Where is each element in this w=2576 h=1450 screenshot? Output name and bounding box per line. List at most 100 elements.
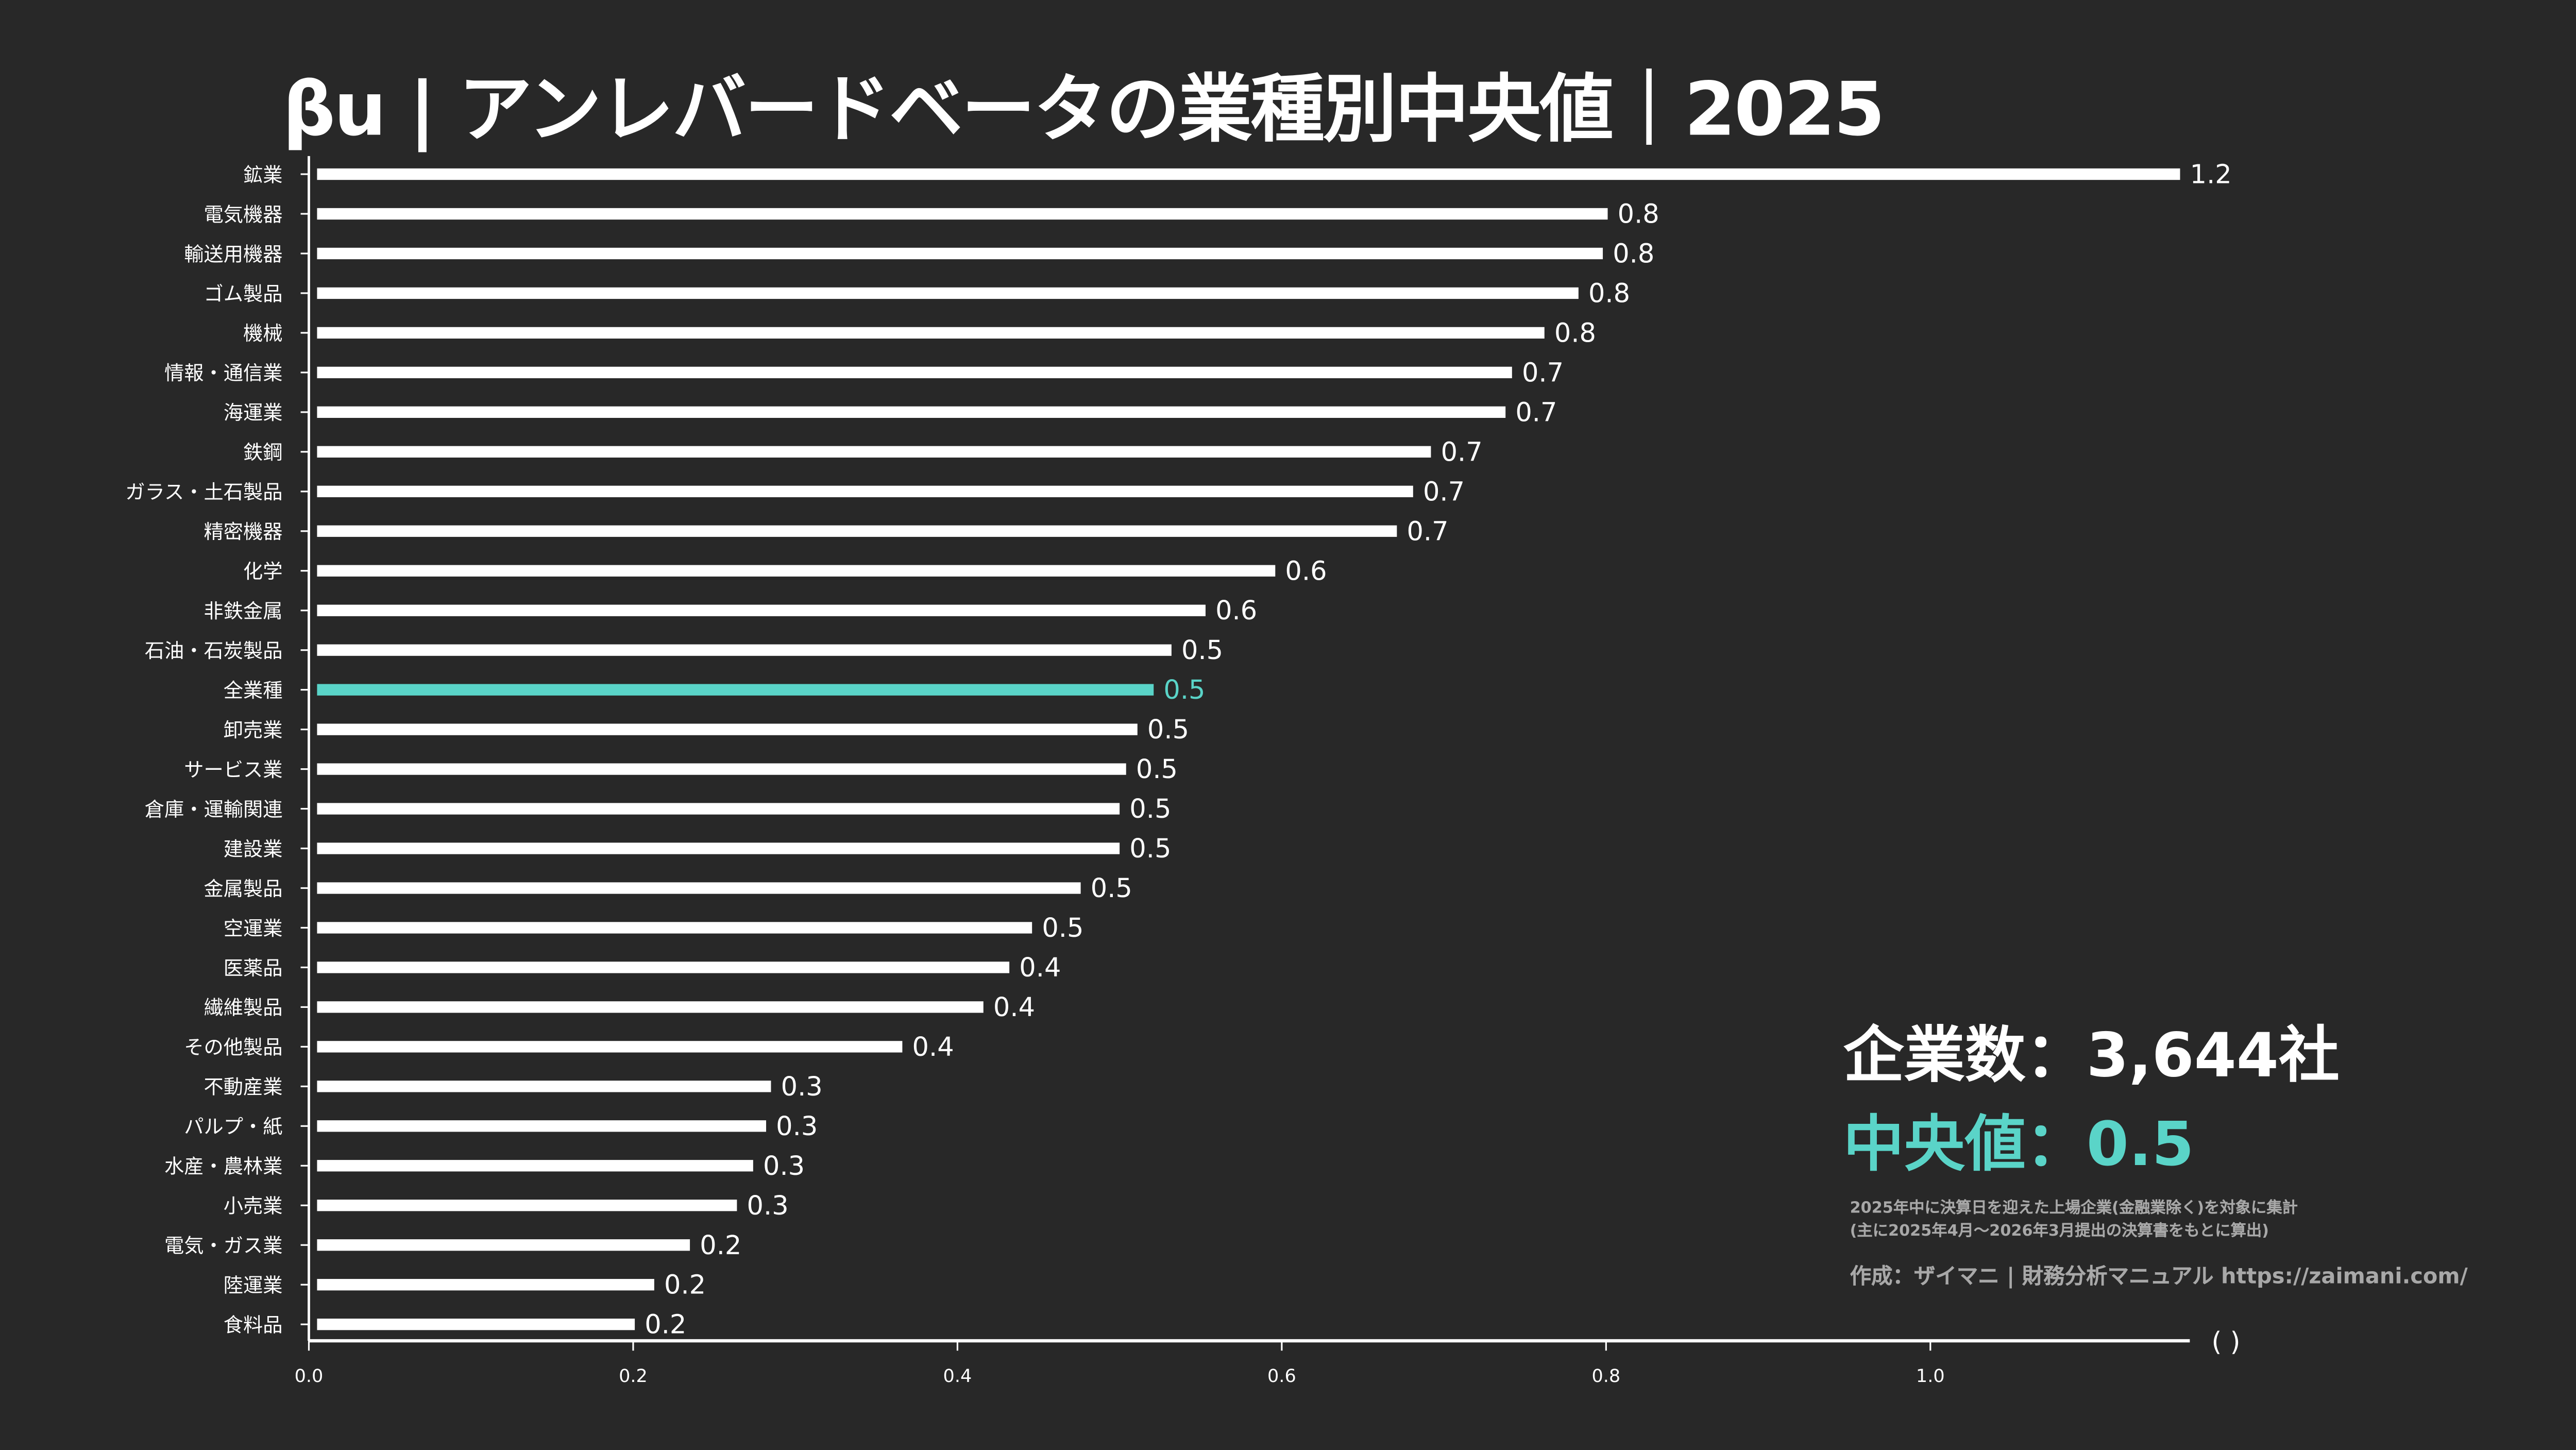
bar xyxy=(317,485,1413,497)
category-label: その他製品 xyxy=(184,1036,282,1059)
category-label: 水産・農林業 xyxy=(164,1155,283,1178)
value-label: 0.7 xyxy=(1441,437,1483,467)
chart-title: βu | アンレバードベータの業種別中央値｜2025 xyxy=(282,65,1885,153)
note-line-2: (主に2025年4月〜2026年3月提出の決算書をもとに算出) xyxy=(1850,1222,2269,1241)
value-label: 0.4 xyxy=(993,992,1035,1023)
value-label: 0.3 xyxy=(781,1072,823,1102)
bar xyxy=(317,644,1172,656)
category-label: 空運業 xyxy=(224,917,283,940)
value-label: 0.2 xyxy=(664,1270,706,1301)
category-label: 不動産業 xyxy=(204,1076,282,1099)
category-label: 輸送用機器 xyxy=(184,243,282,266)
x-axis-unit-label: ( ) xyxy=(2212,1327,2241,1357)
value-label: 0.2 xyxy=(645,1310,686,1340)
bar xyxy=(317,406,1506,418)
value-label: 0.5 xyxy=(1091,873,1132,904)
category-label: 鉄鋼 xyxy=(243,441,283,464)
value-label: 0.5 xyxy=(1163,675,1205,705)
category-label: 電気・ガス業 xyxy=(164,1235,283,1258)
category-label: 小売業 xyxy=(224,1195,283,1218)
bar xyxy=(317,1120,767,1132)
category-label: 医薬品 xyxy=(224,957,283,980)
bar xyxy=(317,208,1608,220)
category-label: 電気機器 xyxy=(204,203,282,226)
value-label: 0.5 xyxy=(1129,834,1171,864)
bar xyxy=(317,604,1206,616)
value-label: 0.5 xyxy=(1042,913,1083,943)
bar xyxy=(317,446,1431,458)
bar xyxy=(317,1239,690,1251)
category-label: 情報・通信業 xyxy=(164,362,283,385)
category-label: 機械 xyxy=(243,322,283,345)
category-label: 建設業 xyxy=(224,838,283,861)
bar xyxy=(317,1200,737,1211)
value-label: 0.2 xyxy=(700,1230,741,1261)
value-label: 0.5 xyxy=(1136,754,1178,785)
category-label: ガラス・土石製品 xyxy=(125,481,282,504)
x-tick-label: 0.4 xyxy=(943,1365,972,1387)
x-tick-label: 0.0 xyxy=(295,1365,324,1387)
value-label: 0.6 xyxy=(1285,556,1327,586)
value-label: 0.3 xyxy=(776,1111,818,1142)
x-tick-label: 1.0 xyxy=(1916,1365,1945,1387)
bar xyxy=(317,1081,771,1092)
credit: 作成：ザイマニ | 財務分析マニュアル https://zaimani.com/ xyxy=(1850,1265,2468,1290)
category-label: 化学 xyxy=(243,560,283,583)
value-label: 0.3 xyxy=(747,1191,789,1221)
category-label: サービス業 xyxy=(184,758,282,782)
bar xyxy=(317,922,1032,934)
bar xyxy=(317,882,1081,894)
value-label: 0.8 xyxy=(1588,278,1630,309)
bar xyxy=(317,1041,903,1053)
bar xyxy=(317,525,1397,537)
value-label: 0.5 xyxy=(1129,794,1171,824)
bar xyxy=(317,168,2180,180)
bar xyxy=(317,1279,654,1291)
x-tick-label: 0.8 xyxy=(1591,1365,1620,1387)
bar xyxy=(317,1318,635,1330)
category-label: 精密機器 xyxy=(204,520,282,544)
category-label: 海運業 xyxy=(224,401,283,425)
bar xyxy=(317,842,1120,854)
bar xyxy=(317,366,1512,379)
category-label: ゴム製品 xyxy=(204,282,282,306)
bar xyxy=(317,684,1154,696)
category-label: 石油・石炭製品 xyxy=(145,639,283,663)
median-value: 中央値：0.5 xyxy=(1843,1109,2194,1180)
value-label: 0.4 xyxy=(1019,953,1061,983)
bar xyxy=(317,327,1545,339)
value-label: 0.7 xyxy=(1423,477,1465,507)
bar xyxy=(317,723,1138,735)
value-label: 0.5 xyxy=(1147,715,1189,745)
value-label: 1.2 xyxy=(2190,160,2232,190)
value-label: 0.7 xyxy=(1515,397,1557,428)
value-label: 0.8 xyxy=(1554,318,1596,348)
bar xyxy=(317,962,1010,973)
value-label: 0.6 xyxy=(1215,596,1257,626)
x-tick-label: 0.6 xyxy=(1267,1365,1296,1387)
category-label: 陸運業 xyxy=(224,1274,283,1297)
category-label: 非鉄金属 xyxy=(204,600,282,623)
category-label: 全業種 xyxy=(224,679,283,702)
value-label: 0.5 xyxy=(1181,635,1223,666)
value-label: 0.8 xyxy=(1618,199,1659,230)
value-label: 0.7 xyxy=(1522,358,1564,388)
category-label: パルプ・紙 xyxy=(184,1116,282,1139)
bar xyxy=(317,763,1126,775)
value-label: 0.8 xyxy=(1613,239,1654,269)
bar xyxy=(317,287,1579,299)
value-label: 0.3 xyxy=(763,1151,805,1182)
bar xyxy=(317,1001,984,1013)
bar xyxy=(317,247,1603,260)
bar xyxy=(317,565,1276,577)
category-label: 卸売業 xyxy=(224,719,283,742)
category-label: 繊維製品 xyxy=(204,997,282,1020)
bar xyxy=(317,1160,753,1172)
bar xyxy=(317,803,1120,815)
value-label: 0.4 xyxy=(912,1032,954,1063)
note-line-1: 2025年中に決算日を迎えた上場企業(金融業除く)を対象に集計 xyxy=(1850,1199,2298,1218)
category-label: 金属製品 xyxy=(204,878,282,901)
value-label: 0.7 xyxy=(1406,516,1448,547)
